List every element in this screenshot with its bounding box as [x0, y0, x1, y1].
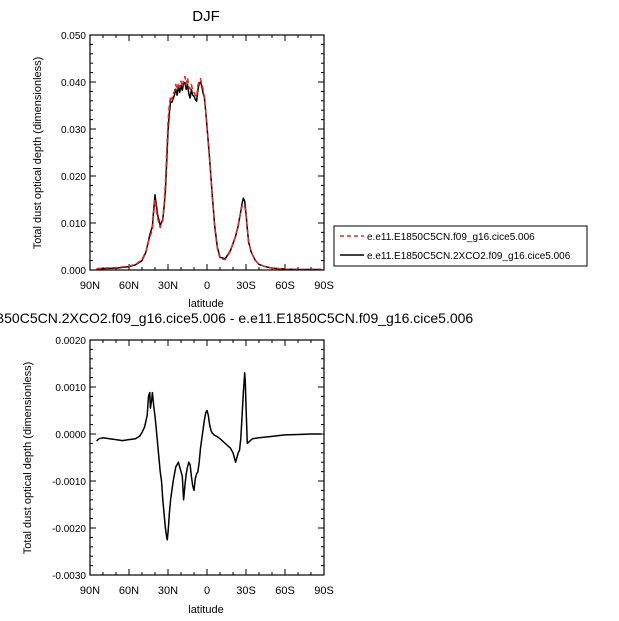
bottom-ytick-label: 0.0010 [55, 383, 86, 394]
top-panel-title: DJF [192, 8, 220, 25]
bottom-ytick-label: -0.0030 [52, 571, 86, 582]
bottom-panel: B50C5CN.2XCO2.f09_g16.cice5.006 - e.e11.… [0, 310, 473, 616]
bottom-xtick-label: 90N [80, 585, 100, 597]
top-ytick-label: 0.010 [61, 219, 86, 230]
legend: e.e11.E1850C5CN.f09_g16.cice5.006 e.e11.… [333, 225, 588, 267]
bottom-ytick-label: 0.0000 [55, 430, 86, 441]
top-series-group [96, 75, 322, 271]
top-xtick-label: 90N [80, 280, 100, 292]
bottom-xtick-label: 30N [158, 585, 178, 597]
top-ytick-label: 0.040 [61, 78, 86, 89]
top-ytick-label: 0.030 [61, 125, 86, 136]
top-xtick-label: 30S [236, 280, 256, 292]
top-xtick-label: 30N [158, 280, 178, 292]
bottom-xtick-label: 60N [119, 585, 139, 597]
bottom-xtick-label: 90S [314, 585, 334, 597]
bottom-panel-xlabel: latitude [188, 604, 223, 616]
bottom-axes: 90N 60N 30N 0 30S 60S 90S -0.0030 -0.0020 -0.0010… [52, 336, 334, 597]
top-ytick-label: 0.020 [61, 172, 86, 183]
bottom-panel-ylabel: Total dust optical depth (dimensionless) [22, 362, 34, 555]
top-series-line-1 [96, 75, 322, 271]
top-panel-ylabel: Total dust optical depth (dimensionless) [32, 57, 44, 250]
bottom-ytick-label: -0.0020 [52, 524, 86, 535]
top-xtick-label: 0 [204, 280, 210, 292]
top-axes: 90N 60N 30N 0 30S 60S 90S 0.000 0.010 0.020 0.030 0… [61, 31, 334, 292]
bottom-xtick-label: 30S [236, 585, 256, 597]
top-ytick-label: 0.050 [61, 31, 86, 42]
top-series-line-0 [96, 81, 322, 271]
top-panel: DJF Total dust optical depth (dimensionl… [32, 8, 334, 310]
bottom-ytick-label: -0.0010 [52, 477, 86, 488]
bottom-ytick-label: 0.0020 [55, 336, 86, 347]
top-xtick-label: 90S [314, 280, 334, 292]
top-xtick-label: 60S [275, 280, 295, 292]
bottom-plot-frame [89, 339, 325, 576]
bottom-series-group [96, 372, 322, 541]
bottom-panel-title: B50C5CN.2XCO2.f09_g16.cice5.006 - e.e11.… [0, 310, 473, 326]
legend-box [333, 225, 588, 267]
top-xtick-label: 60N [119, 280, 139, 292]
bottom-xtick-label: 60S [275, 585, 295, 597]
bottom-series-line-0 [96, 372, 322, 541]
top-plot-frame [89, 34, 325, 271]
top-panel-xlabel: latitude [188, 298, 223, 310]
legend-label-2xco2: e.e11.E1850C5CN.2XCO2.f09_g16.cice5.006 [367, 251, 571, 262]
legend-label-control: e.e11.E1850C5CN.f09_g16.cice5.006 [367, 232, 535, 243]
bottom-xtick-label: 0 [204, 585, 210, 597]
top-ytick-label: 0.000 [61, 266, 86, 277]
